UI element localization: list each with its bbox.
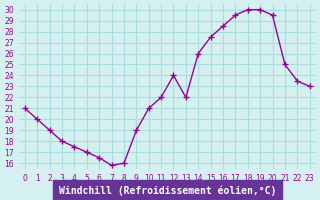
X-axis label: Windchill (Refroidissement éolien,°C): Windchill (Refroidissement éolien,°C): [59, 185, 276, 196]
